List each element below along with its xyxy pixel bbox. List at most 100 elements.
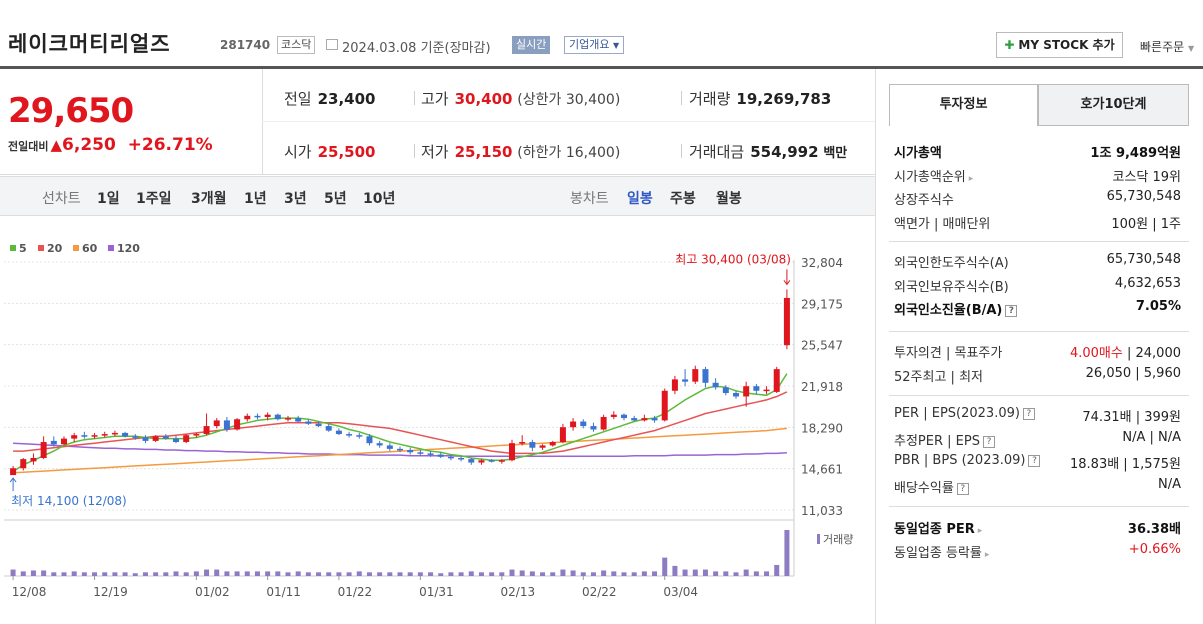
candle-body — [315, 423, 322, 427]
info-row: 외국인한도주식수(A) 65,730,548 — [894, 250, 1181, 271]
volume-bar — [102, 572, 108, 576]
volume-bar — [51, 572, 57, 576]
prev-close: 전일 23,400 — [284, 90, 376, 108]
volume-bar — [142, 572, 148, 576]
volume-bar — [499, 572, 505, 576]
candle-body — [610, 414, 617, 417]
volume-bar — [214, 569, 220, 576]
info-value: 18.83배 | 1,575원 — [1070, 457, 1181, 472]
candle-body — [682, 379, 689, 382]
info-value: N/A | N/A — [1122, 429, 1181, 445]
info-label: 외국인소진율(B/A)? — [894, 299, 1018, 318]
info-row[interactable]: 동일업종 PER ▸ 36.38배 — [894, 516, 1181, 537]
volume-bar — [489, 572, 495, 576]
volume-label: 거래량 — [823, 533, 853, 546]
help-icon[interactable]: ? — [982, 435, 995, 448]
realtime-button[interactable]: 실시간 — [512, 36, 551, 54]
volume-bar — [682, 569, 688, 576]
candle-body — [386, 445, 393, 449]
low-annotation: 최저 14,100 (12/08) — [11, 494, 127, 508]
candle-body — [50, 440, 57, 445]
candle-body — [692, 369, 699, 382]
add-mystock-button[interactable]: ✚ MY STOCK 추가 — [996, 32, 1123, 58]
candle-body — [376, 443, 383, 446]
volume-bar — [438, 573, 444, 576]
period-1y[interactable]: 1년 — [244, 191, 267, 207]
period-1d[interactable]: 1일 — [97, 191, 120, 207]
volume-bar — [723, 571, 729, 576]
period-3y[interactable]: 3년 — [284, 191, 307, 207]
help-icon[interactable]: ? — [1028, 455, 1041, 467]
company-info-dropdown[interactable]: 기업개요 ▼ — [564, 36, 625, 54]
volume-bar — [753, 571, 759, 576]
current-price: 29,650 — [8, 91, 134, 131]
info-label: 투자의견 | 목표주가 — [894, 346, 1003, 361]
candle-body — [325, 426, 332, 431]
info-value: 1조 9,489억원 — [1090, 146, 1181, 161]
volume-bar — [641, 571, 647, 576]
candle-body — [773, 369, 780, 392]
volume-bar — [417, 572, 423, 576]
volume-bar — [71, 571, 77, 576]
candle-body — [254, 415, 261, 418]
candle-body — [61, 438, 67, 445]
period-5y[interactable]: 5년 — [324, 191, 347, 207]
candle-body — [783, 297, 790, 346]
help-icon[interactable]: ? — [1022, 408, 1035, 420]
volume-bar — [611, 571, 617, 576]
x-tick-label: 01/31 — [419, 585, 454, 599]
legend-label: 60 — [82, 242, 98, 255]
candle-body — [570, 421, 577, 428]
candle-body — [162, 436, 169, 439]
info-row[interactable]: 동일업종 등락률 ▸ +0.66% — [894, 540, 1181, 561]
info-row[interactable]: 시가총액순위 ▸ 코스닥 19위 — [894, 164, 1181, 185]
volume-bar — [407, 572, 413, 576]
y-tick-label: 21,918 — [801, 380, 843, 394]
x-tick-label: 02/13 — [501, 585, 536, 599]
candle-body — [702, 369, 709, 383]
period-10y[interactable]: 10년 — [363, 191, 396, 207]
chevron-down-icon: ▼ — [1188, 44, 1195, 53]
info-row: 52주최고 | 최저 26,050 | 5,960 — [894, 364, 1181, 385]
info-value: +0.66% — [1128, 541, 1181, 557]
volume-bar — [743, 569, 749, 576]
legend-label: 120 — [117, 242, 140, 255]
volume-bar — [183, 572, 189, 576]
period-3m[interactable]: 3개월 — [191, 191, 227, 207]
side-tabs: 투자정보 호가10단계 — [889, 84, 1189, 126]
info-value: 26,050 | 5,960 — [1085, 365, 1181, 381]
info-label: 액면가 | 매매단위 — [894, 216, 991, 232]
info-value: 7.05% — [1135, 299, 1181, 314]
volume-bar — [621, 572, 627, 576]
tab-orderbook[interactable]: 호가10단계 — [1038, 84, 1189, 126]
period-1w[interactable]: 1주일 — [136, 191, 172, 207]
volume-bar — [702, 569, 708, 576]
info-label: 52주최고 | 최저 — [894, 369, 983, 385]
candle-body — [559, 427, 566, 443]
help-icon[interactable]: ? — [956, 482, 969, 495]
candle-body — [346, 434, 353, 436]
candlestick-chart: 5 20 60 120 32,804 29,175 25,547 21,918 18,290 14… — [4, 242, 853, 599]
candle-body — [427, 453, 434, 455]
volume-bar — [265, 571, 271, 576]
volume-bar — [20, 571, 26, 576]
volume-bar — [468, 571, 474, 576]
legend-label: 5 — [19, 242, 27, 255]
tab-investment-info[interactable]: 투자정보 — [889, 84, 1038, 126]
volume-bar — [662, 557, 668, 576]
help-icon[interactable]: ? — [1005, 305, 1018, 317]
volume-bar — [163, 572, 169, 576]
info-value: 74.31배 | 399원 — [1082, 410, 1181, 425]
quick-order-dropdown[interactable]: 빠른주문 ▼ — [1140, 40, 1195, 54]
candle-daily[interactable]: 일봉 — [627, 191, 653, 207]
candle-body — [152, 436, 159, 441]
stock-header: 레이크머티리얼즈 281740 코스닥 2024.03.08 기준(장마감) 실… — [0, 0, 1203, 66]
volume-bar — [540, 572, 546, 576]
candle-monthly[interactable]: 월봉 — [716, 191, 742, 207]
candle-weekly[interactable]: 주봉 — [670, 191, 696, 207]
candle-body — [447, 456, 454, 459]
candle-body — [488, 460, 495, 462]
x-tick-label: 12/08 — [12, 585, 47, 599]
price-chart[interactable]: 5 20 60 120 32,804 29,175 25,547 21,918 18,290 14… — [0, 216, 875, 624]
price-change: 전일대비 ▲6,250 +26.71% — [8, 135, 213, 155]
